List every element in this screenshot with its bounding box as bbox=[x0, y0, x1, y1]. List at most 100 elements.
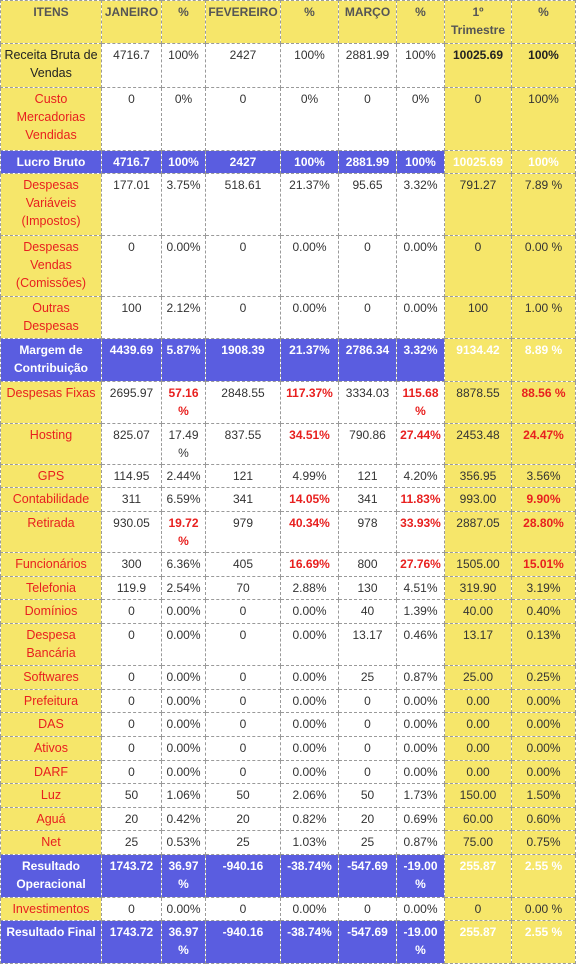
table-cell: 837.55 bbox=[205, 423, 281, 465]
table-cell: 11.83% bbox=[396, 487, 445, 512]
table-cell: 57.16% bbox=[161, 381, 206, 424]
table-cell: 0 bbox=[338, 87, 397, 151]
table-cell: 13.17 bbox=[338, 623, 397, 666]
table-cell: 0.00% bbox=[511, 736, 576, 761]
table-cell: 0 bbox=[205, 235, 281, 297]
table-cell: 0 bbox=[444, 87, 512, 151]
table-cell: 300 bbox=[101, 552, 162, 577]
table-row: Hosting 825.07 17.49% 837.55 34.51% 790.86 27.… bbox=[0, 423, 576, 465]
table-cell: -940.16 bbox=[205, 920, 281, 964]
table-cell: 0.00% bbox=[280, 235, 339, 297]
table-cell: 1743.72 bbox=[101, 854, 162, 898]
table-row: Investimentos 0 0.00% 0 0.00% 0 0.00% 0 0.00 % bbox=[0, 897, 576, 921]
table-row: Softwares 0 0.00% 0 0.00% 25 0.87% 25.00 0.25% bbox=[0, 665, 576, 690]
table-cell: 100% bbox=[511, 87, 576, 151]
table-cell: 0.40% bbox=[511, 599, 576, 624]
table-cell: -547.69 bbox=[338, 854, 397, 898]
table-cell: 100% bbox=[396, 43, 445, 88]
table-cell: 20 bbox=[101, 807, 162, 831]
table-cell: 121 bbox=[338, 464, 397, 488]
table-cell: 4716.7 bbox=[101, 150, 162, 174]
row-label: Outras Despesas bbox=[0, 296, 102, 339]
table-cell: 0 bbox=[101, 623, 162, 666]
table-cell: 114.95 bbox=[101, 464, 162, 488]
row-label: Despesas Variáveis (Impostos) bbox=[0, 173, 102, 236]
table-cell: 0.75% bbox=[511, 830, 576, 855]
table-cell: 27.76% bbox=[396, 552, 445, 577]
table-cell: 2887.05 bbox=[444, 511, 512, 553]
table-cell: -940.16 bbox=[205, 854, 281, 898]
table-cell: 100% bbox=[511, 43, 576, 88]
table-cell: 9.90% bbox=[511, 487, 576, 512]
row-label: Investimentos bbox=[0, 897, 102, 921]
table-cell: 0 bbox=[205, 736, 281, 761]
table-cell: 0 bbox=[101, 897, 162, 921]
table-cell: 930.05 bbox=[101, 511, 162, 553]
table-row: GPS 114.95 2.44% 121 4.99% 121 4.20% 356.95 3.56… bbox=[0, 464, 576, 488]
table-cell: 100% bbox=[161, 43, 206, 88]
table-row: Funcionários 300 6.36% 405 16.69% 800 27.76% 15… bbox=[0, 552, 576, 577]
table-cell: 0.46% bbox=[396, 623, 445, 666]
table-cell: 130 bbox=[338, 576, 397, 600]
table-row: DARF 0 0.00% 0 0.00% 0 0.00% 0.00 0.00% bbox=[0, 760, 576, 784]
row-label: Despesas Fixas bbox=[0, 381, 102, 424]
table-cell: 50 bbox=[205, 783, 281, 808]
row-label: Resultado Operacional bbox=[0, 854, 102, 898]
table-cell: 100% bbox=[161, 150, 206, 174]
table-cell: 0 bbox=[338, 712, 397, 737]
table-cell: 0 bbox=[338, 235, 397, 297]
table-cell: 2881.99 bbox=[338, 43, 397, 88]
table-cell: 4.20% bbox=[396, 464, 445, 488]
table-cell: 2.06% bbox=[280, 783, 339, 808]
table-cell: 25 bbox=[338, 830, 397, 855]
row-label: Net bbox=[0, 830, 102, 855]
table-cell: 6.36% bbox=[161, 552, 206, 577]
row-label: GPS bbox=[0, 464, 102, 488]
table-cell: 6.59% bbox=[161, 487, 206, 512]
table-cell: 34.51% bbox=[280, 423, 339, 465]
table-cell: 0.00 bbox=[444, 760, 512, 784]
table-cell: 70 bbox=[205, 576, 281, 600]
table-cell: 800 bbox=[338, 552, 397, 577]
table-cell: 2786.34 bbox=[338, 338, 397, 382]
table-cell: 0.00% bbox=[396, 760, 445, 784]
table-cell: 15.01% bbox=[511, 552, 576, 577]
table-cell: 0.00% bbox=[396, 296, 445, 339]
table-cell: 2.12% bbox=[161, 296, 206, 339]
row-label: DAS bbox=[0, 712, 102, 737]
table-cell: 0.00 bbox=[444, 689, 512, 713]
table-cell: 4439.69 bbox=[101, 338, 162, 382]
table-cell: 40.00 bbox=[444, 599, 512, 624]
table-cell: 0 bbox=[101, 599, 162, 624]
table-cell: 3.32% bbox=[396, 338, 445, 382]
table-cell: 0 bbox=[338, 689, 397, 713]
table-cell: 0.00% bbox=[161, 235, 206, 297]
table-cell: 319.90 bbox=[444, 576, 512, 600]
row-label: Receita Bruta de Vendas bbox=[0, 43, 102, 88]
table-cell: 0.00% bbox=[280, 623, 339, 666]
table-cell: 0 bbox=[101, 87, 162, 151]
table-cell: 3334.03 bbox=[338, 381, 397, 424]
table-body: Receita Bruta de Vendas 4716.7 100% 2427 100… bbox=[0, 43, 576, 964]
table-cell: 17.49% bbox=[161, 423, 206, 465]
table-cell: 0% bbox=[280, 87, 339, 151]
table-cell: 3.75% bbox=[161, 173, 206, 236]
table-cell: 341 bbox=[205, 487, 281, 512]
table-cell: 0.00% bbox=[161, 897, 206, 921]
table-cell: 0 bbox=[101, 760, 162, 784]
table-cell: 0.00 bbox=[444, 712, 512, 737]
table-cell: 1743.72 bbox=[101, 920, 162, 964]
table-cell: 7.89 % bbox=[511, 173, 576, 236]
table-cell: 14.05% bbox=[280, 487, 339, 512]
table-row: Custo Mercadorias Vendidas 0 0% 0 0% 0 0% 0 100% bbox=[0, 87, 576, 151]
table-cell: 0 bbox=[205, 665, 281, 690]
header-cell: ITENS bbox=[0, 0, 102, 44]
table-cell: 0 bbox=[338, 760, 397, 784]
table-cell: -19.00% bbox=[396, 854, 445, 898]
table-cell: 0.00% bbox=[280, 897, 339, 921]
header-row: ITENS JANEIRO % FEVEREIRO % MARÇO % 1º T… bbox=[0, 0, 576, 44]
table-cell: 0 bbox=[205, 760, 281, 784]
header-cell: 1º Trimestre bbox=[444, 0, 512, 44]
table-cell: 311 bbox=[101, 487, 162, 512]
table-cell: 28.80% bbox=[511, 511, 576, 553]
